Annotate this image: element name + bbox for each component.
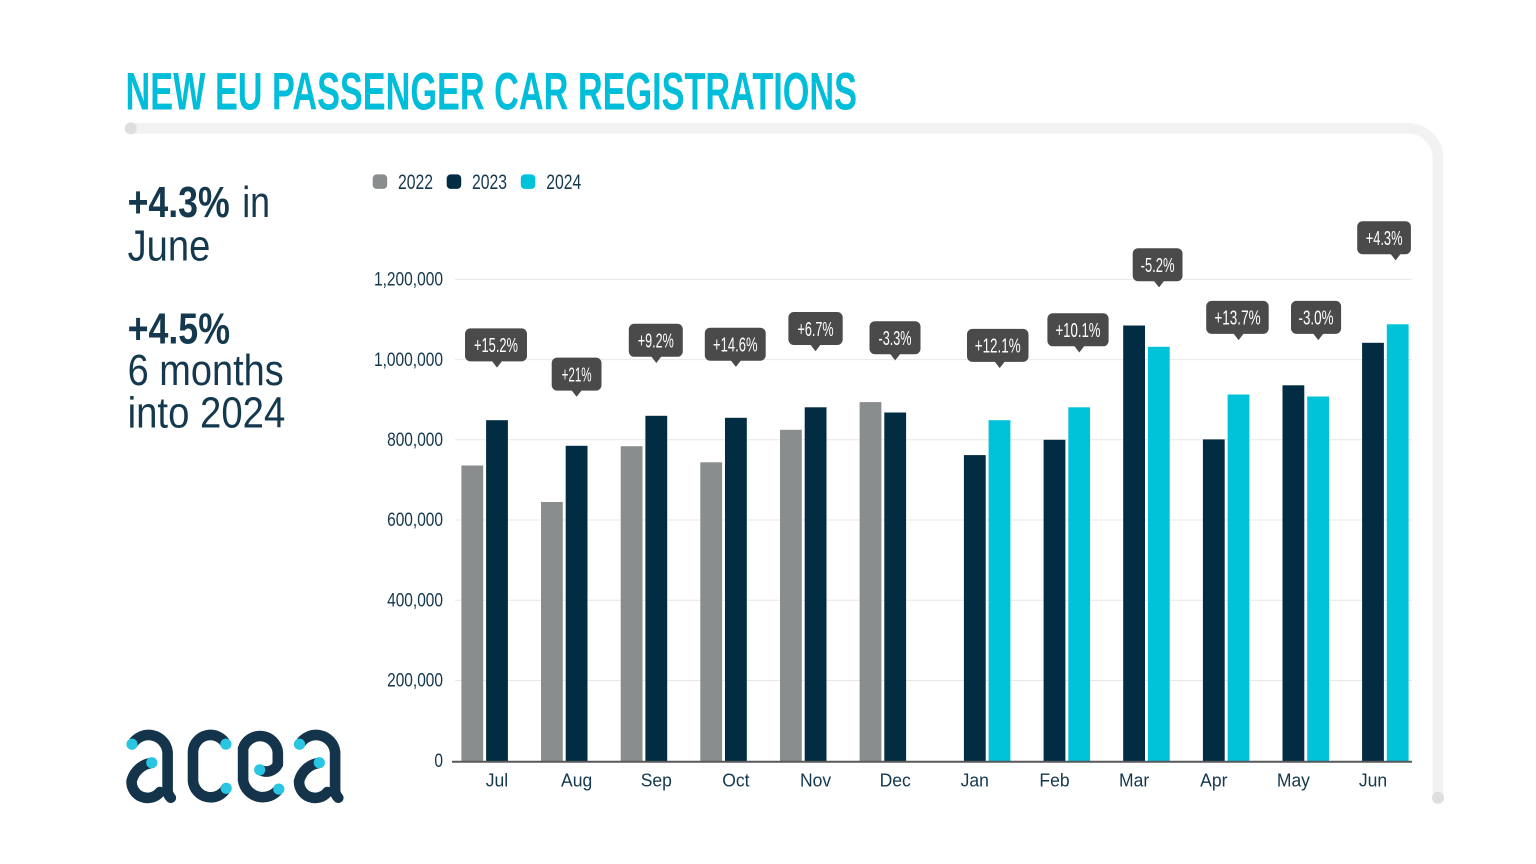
svg-text:+15.2%: +15.2% xyxy=(474,335,518,357)
svg-text:Sep: Sep xyxy=(641,770,672,791)
svg-text:Dec: Dec xyxy=(880,770,911,791)
svg-text:+10.1%: +10.1% xyxy=(1056,320,1101,342)
svg-text:+4.5%: +4.5% xyxy=(128,305,230,354)
svg-text:+4.3%: +4.3% xyxy=(128,178,230,227)
svg-text:600,000: 600,000 xyxy=(387,510,443,531)
svg-text:June: June xyxy=(128,221,211,270)
svg-text:-3.0%: -3.0% xyxy=(1299,308,1334,330)
svg-text:2023: 2023 xyxy=(472,171,507,194)
svg-text:+6.7%: +6.7% xyxy=(798,319,834,341)
svg-text:6 months: 6 months xyxy=(128,346,284,395)
svg-text:-5.2%: -5.2% xyxy=(1141,255,1175,277)
svg-text:2024: 2024 xyxy=(546,171,581,194)
svg-text:+21%: +21% xyxy=(562,364,592,386)
svg-text:+14.6%: +14.6% xyxy=(713,335,758,357)
svg-text:May: May xyxy=(1277,770,1311,791)
svg-text:Jun: Jun xyxy=(1359,770,1387,791)
svg-text:NEW EU PASSENGER CAR REGISTRAT: NEW EU PASSENGER CAR REGISTRATIONS xyxy=(126,63,858,122)
svg-text:Apr: Apr xyxy=(1200,770,1227,791)
svg-text:Feb: Feb xyxy=(1039,770,1069,791)
svg-text:+13.7%: +13.7% xyxy=(1214,308,1260,330)
svg-text:Jul: Jul xyxy=(486,770,508,791)
svg-text:+4.3%: +4.3% xyxy=(1366,228,1403,250)
svg-text:2022: 2022 xyxy=(398,171,433,194)
svg-text:Oct: Oct xyxy=(722,770,749,791)
svg-text:200,000: 200,000 xyxy=(387,671,443,692)
svg-text:1,000,000: 1,000,000 xyxy=(374,350,443,371)
svg-text:into 2024: into 2024 xyxy=(128,389,286,438)
svg-text:Jan: Jan xyxy=(961,770,989,791)
svg-text:-3.3%: -3.3% xyxy=(879,328,912,350)
svg-text:+12.1%: +12.1% xyxy=(975,336,1021,358)
svg-text:Mar: Mar xyxy=(1119,770,1149,791)
svg-text:Nov: Nov xyxy=(800,770,832,791)
svg-text:+9.2%: +9.2% xyxy=(638,331,674,353)
svg-text:400,000: 400,000 xyxy=(387,591,443,612)
svg-text:in: in xyxy=(242,178,270,227)
svg-text:Aug: Aug xyxy=(561,770,592,791)
svg-text:1,200,000: 1,200,000 xyxy=(374,270,443,291)
svg-text:800,000: 800,000 xyxy=(387,430,443,451)
svg-text:0: 0 xyxy=(434,751,443,772)
